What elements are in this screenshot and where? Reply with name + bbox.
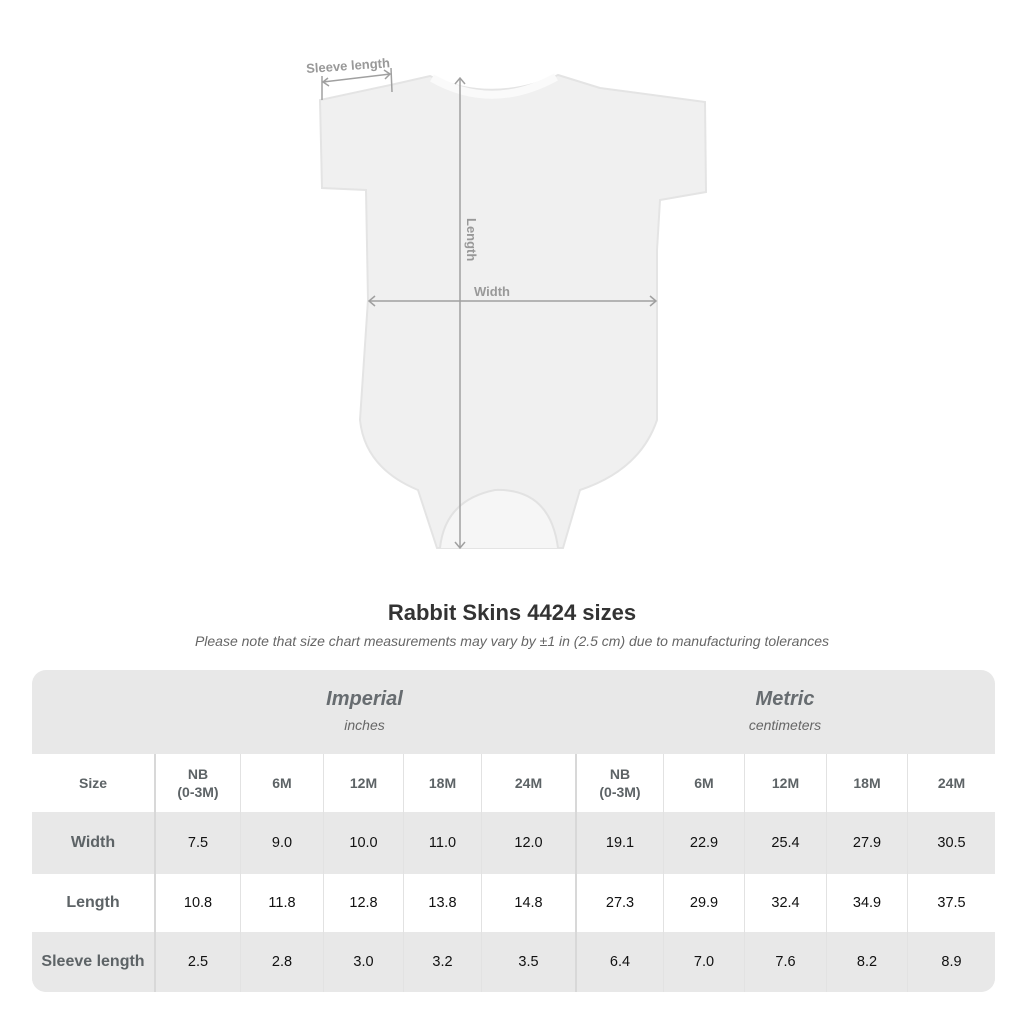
imperial-value: 7.5 xyxy=(154,812,240,874)
table-row: Width 7.5 9.0 10.0 11.0 12.0 19.1 22.9 25.4 27.9 3… xyxy=(32,812,995,874)
imperial-value: 12.0 xyxy=(481,812,575,874)
size-column-header: 24M xyxy=(481,754,575,812)
size-label: Size xyxy=(78,775,107,791)
size-column-header: 12M xyxy=(744,754,826,812)
size-header-row: Size NB (0-3M) 6M 12M 18M 24M NB (0-3M) 6M 12M 18… xyxy=(32,754,995,812)
imperial-value: 12.8 xyxy=(323,874,403,932)
metric-value: 7.0 xyxy=(663,932,744,992)
imperial-value: 2.5 xyxy=(154,932,240,992)
table-row: Length 10.8 11.8 12.8 13.8 14.8 27.3 29.9 32.4 34… xyxy=(32,874,995,932)
metric-value: 25.4 xyxy=(744,812,826,874)
size-column-header: NB (0-3M) xyxy=(154,754,240,812)
metric-value: 8.9 xyxy=(907,932,995,992)
table-row: Sleeve length 2.5 2.8 3.0 3.2 3.5 6.4 7.0 7.6 8.2… xyxy=(32,932,995,992)
size-table: Imperial inches Metric centimeters Size N… xyxy=(32,670,995,992)
imperial-value: 11.8 xyxy=(240,874,323,932)
onesie-diagram: Sleeve length Length Width xyxy=(306,55,708,550)
width-label: Width xyxy=(474,284,510,299)
metric-label: Metric xyxy=(755,688,815,710)
size-column-header: 24M xyxy=(907,754,995,812)
metric-value: 37.5 xyxy=(907,874,995,932)
metric-value: 29.9 xyxy=(663,874,744,932)
metric-value: 22.9 xyxy=(663,812,744,874)
size-column-header: 12M xyxy=(323,754,403,812)
metric-value: 32.4 xyxy=(744,874,826,932)
imperial-value: 3.5 xyxy=(481,932,575,992)
metric-value: 19.1 xyxy=(575,812,663,874)
metric-unit: centimeters xyxy=(748,717,822,733)
row-label: Length xyxy=(66,894,120,911)
imperial-value: 3.0 xyxy=(323,932,403,992)
metric-value: 34.9 xyxy=(826,874,907,932)
size-column-header: 18M xyxy=(403,754,481,812)
imperial-value: 13.8 xyxy=(403,874,481,932)
imperial-value: 10.0 xyxy=(323,812,403,874)
imperial-value: 2.8 xyxy=(240,932,323,992)
metric-value: 30.5 xyxy=(907,812,995,874)
imperial-value: 11.0 xyxy=(403,812,481,874)
imperial-value: 3.2 xyxy=(403,932,481,992)
row-label: Sleeve length xyxy=(41,953,145,970)
imperial-value: 10.8 xyxy=(154,874,240,932)
size-column-header: 6M xyxy=(240,754,323,812)
metric-value: 27.9 xyxy=(826,812,907,874)
imperial-label: Imperial xyxy=(326,688,403,710)
imperial-value: 14.8 xyxy=(481,874,575,932)
imperial-unit: inches xyxy=(344,717,385,733)
metric-value: 8.2 xyxy=(826,932,907,992)
length-label: Length xyxy=(464,218,479,261)
metric-value: 7.6 xyxy=(744,932,826,992)
sleeve-arrow xyxy=(322,73,391,83)
size-column-header: 18M xyxy=(826,754,907,812)
size-column-header: NB (0-3M) xyxy=(575,754,663,812)
onesie-image xyxy=(318,73,708,549)
metric-value: 6.4 xyxy=(575,932,663,992)
imperial-value: 9.0 xyxy=(240,812,323,874)
metric-header: Metric centimeters xyxy=(575,670,995,754)
row-label: Width xyxy=(70,834,116,851)
size-column-header: 6M xyxy=(663,754,744,812)
sleeve-length-label: Sleeve length xyxy=(306,55,391,76)
imperial-header: Imperial inches xyxy=(154,670,575,754)
page-title: Rabbit Skins 4424 sizes xyxy=(387,600,637,625)
metric-value: 27.3 xyxy=(575,874,663,932)
tolerance-note: Please note that size chart measurements… xyxy=(194,633,830,649)
